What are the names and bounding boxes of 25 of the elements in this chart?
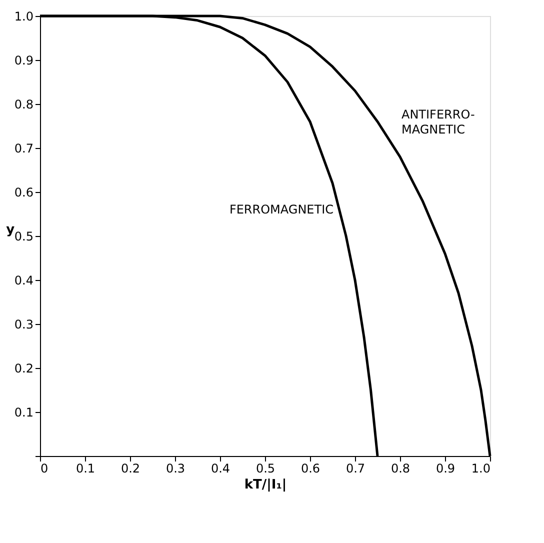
y-tick-label: 0.9 [14, 54, 34, 68]
x-tick-label: 0.5 [256, 462, 276, 476]
y-tick-label: 0.1 [14, 406, 34, 420]
y-tick-label: 0.3 [14, 318, 34, 332]
y-tick-label: 0.7 [14, 142, 34, 156]
annotation: ANTIFERRO- MAGNETIC [402, 108, 475, 137]
y-tick-label: 0.8 [14, 98, 34, 112]
x-tick-label: 0.6 [300, 462, 320, 476]
annotation: FERROMAGNETIC [229, 202, 334, 217]
y-tick-label: 0.6 [14, 186, 34, 200]
y-tick-label: 0.2 [14, 362, 34, 376]
x-tick-label: 0.2 [120, 462, 140, 476]
x-tick-label: 0.8 [390, 462, 410, 476]
x-tick-label: 0.7 [346, 462, 366, 476]
x-tick-label: 0.4 [210, 462, 230, 476]
y-tick-label: 1.0 [14, 10, 34, 24]
y-tick-label: 0.4 [14, 274, 34, 288]
x-tick-label: 0.9 [436, 462, 456, 476]
y-axis-title: y [6, 222, 16, 238]
x-tick-label: 0.1 [76, 462, 96, 476]
x-tick-label: 1.0 [471, 462, 490, 476]
x-axis-title: kT/|I₁| [244, 478, 287, 492]
x-tick-label: 0.3 [166, 462, 186, 476]
y-tick-label: 0.5 [14, 230, 34, 244]
x-tick-label: 0 [40, 462, 48, 476]
